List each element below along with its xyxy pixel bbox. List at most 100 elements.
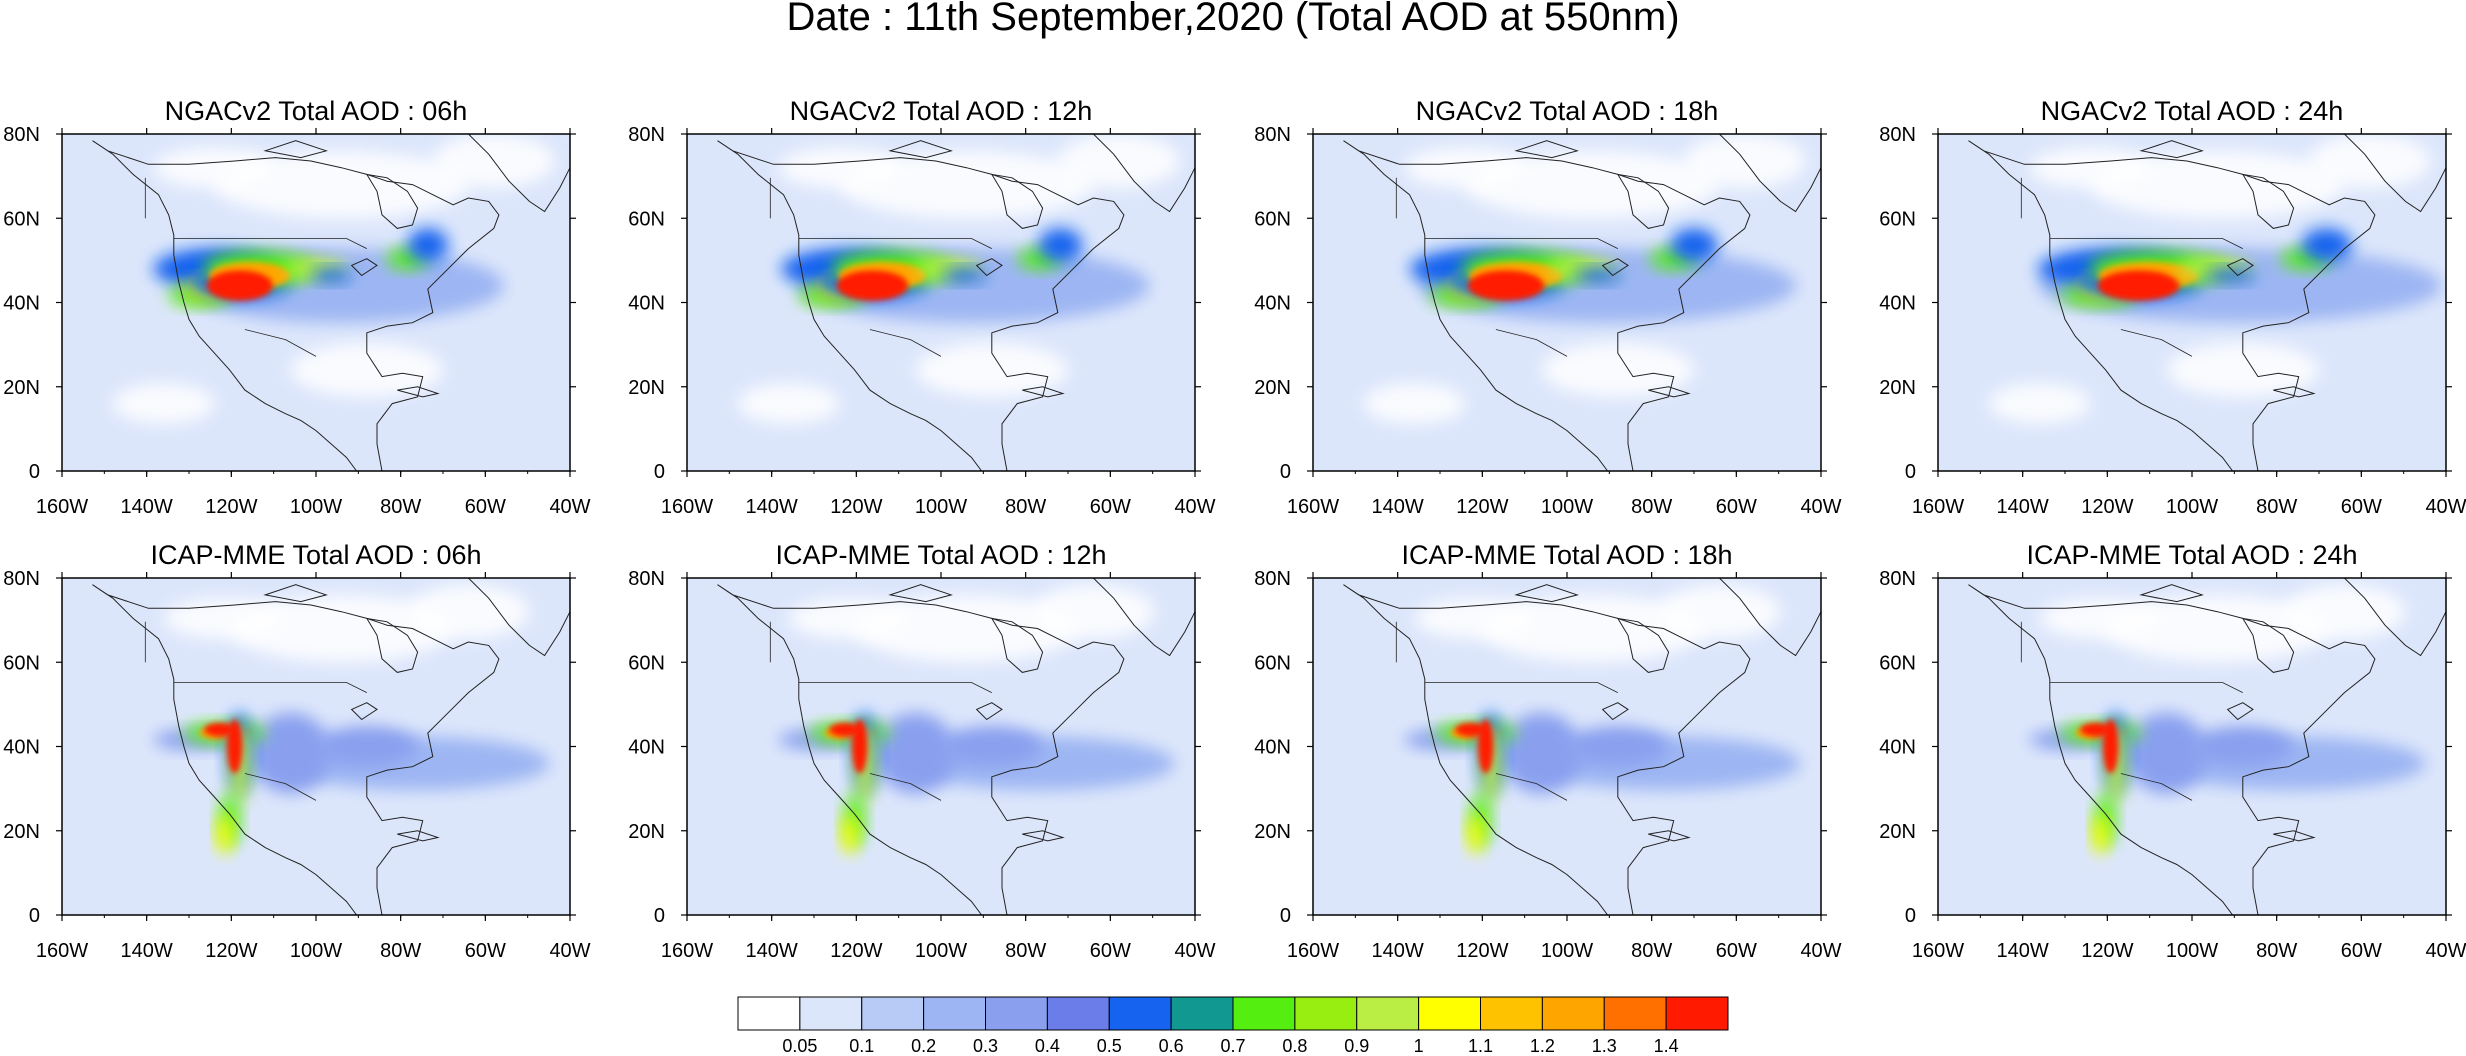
aod-plume — [829, 722, 860, 737]
coastline — [990, 617, 1044, 673]
lat-label: 80N — [3, 124, 40, 146]
low-aod-patch — [229, 594, 454, 663]
coastline — [2226, 258, 2254, 277]
lon-label: 40W — [1174, 496, 1215, 518]
low-aod-patch — [112, 383, 215, 424]
lat-label: 20N — [3, 821, 40, 843]
aod-plume — [249, 712, 332, 794]
aod-plume — [841, 813, 858, 855]
aod-plume — [206, 270, 273, 301]
low-aod-patch — [153, 147, 276, 188]
aod-plume — [1467, 270, 1545, 301]
lat-label: 40N — [1879, 293, 1916, 315]
lat-label: 60N — [3, 208, 40, 230]
coastlines — [717, 134, 1195, 471]
aod-field — [737, 134, 1180, 424]
colorbar-label: 0.1 — [849, 1036, 874, 1056]
colorbar-swatch — [1541, 996, 1605, 1031]
country-border — [1495, 773, 1568, 801]
aod-plume — [2092, 813, 2109, 855]
coastline — [888, 584, 953, 603]
lon-label: 160W — [1287, 496, 1339, 518]
colorbar-label: 0.2 — [911, 1036, 936, 1056]
lat-label: 60N — [1879, 652, 1916, 674]
aod-plume — [1567, 726, 1669, 767]
coastline — [467, 578, 570, 657]
lon-label: 160W — [661, 496, 713, 518]
aod-plume — [2080, 722, 2111, 737]
coastline — [1601, 258, 1629, 277]
lat-label: 20N — [1879, 377, 1916, 399]
coastline — [1718, 578, 1821, 657]
lon-label: 80W — [1005, 940, 1046, 962]
coastline — [1601, 702, 1629, 721]
colorbar-swatch — [1232, 996, 1296, 1031]
aod-plume — [216, 813, 233, 855]
aod-plume — [874, 712, 957, 794]
colorbar-swatch — [1108, 996, 1172, 1031]
low-aod-patch — [407, 584, 530, 639]
lat-label: 40N — [3, 293, 40, 315]
aod-field — [153, 584, 550, 855]
coastlines — [1343, 134, 1821, 471]
panel-title: ICAP-MME Total AOD : 18h — [1401, 540, 1732, 570]
lon-label: 140W — [1997, 496, 2049, 518]
low-aod-patch — [2090, 150, 2345, 219]
lat-label: 60N — [3, 652, 40, 674]
colorbar-label: 0.6 — [1159, 1036, 1184, 1056]
panel-title: NGACv2 Total AOD : 18h — [1416, 96, 1719, 126]
low-aod-patch — [788, 598, 911, 639]
lat-label: 0 — [29, 905, 40, 927]
panel-title: ICAP-MME Total AOD : 06h — [150, 540, 481, 570]
coastline — [1718, 134, 1821, 213]
country-border — [798, 682, 992, 693]
panel-title: NGACv2 Total AOD : 24h — [2041, 96, 2344, 126]
lon-label: 120W — [830, 940, 882, 962]
lat-label: 80N — [3, 568, 40, 590]
colorbar-label: 1.3 — [1592, 1036, 1617, 1056]
low-aod-patch — [1363, 383, 1466, 424]
lat-label: 20N — [1879, 821, 1916, 843]
lat-label: 0 — [654, 461, 665, 483]
lon-label: 60W — [1716, 940, 1757, 962]
aod-plume — [941, 726, 1043, 767]
lon-label: 120W — [205, 496, 257, 518]
colorbar-swatch — [737, 996, 801, 1031]
lon-label: 120W — [1456, 940, 1508, 962]
map-panel: ICAP-MME Total AOD : 12h 160W 140W 120W 100W… — [628, 540, 1215, 962]
coastlines — [1968, 134, 2446, 471]
coastlines — [92, 134, 570, 471]
lat-label: 0 — [654, 905, 665, 927]
aod-plume — [1500, 712, 1583, 794]
low-aod-patch — [1465, 150, 1720, 219]
coastline — [1968, 584, 2376, 915]
aod-plume — [316, 726, 418, 767]
lat-label: 80N — [1879, 124, 1916, 146]
coastline — [1616, 173, 1670, 229]
coastline — [92, 584, 500, 915]
coastline — [263, 584, 328, 603]
lat-label: 60N — [1879, 208, 1916, 230]
coastline — [717, 584, 1125, 915]
low-aod-patch — [2105, 594, 2330, 663]
colorbar-label: 0.8 — [1282, 1036, 1307, 1056]
lat-label: 60N — [1254, 652, 1291, 674]
lon-label: 40W — [1800, 940, 1841, 962]
country-border — [244, 773, 317, 801]
low-aod-patch — [1658, 584, 1781, 639]
panel-grid: NGACv2 Total AOD : 06h 160W 140W 120W 100W 80… — [3, 96, 2466, 962]
aod-colorbar: 0.05 0.1 0.2 0.3 0.4 0.5 0.6 0.7 0.8 0.9 1 1.1 1.2 1.… — [737, 996, 1729, 1056]
lat-label: 20N — [1254, 377, 1291, 399]
aod-plume — [1455, 722, 1486, 737]
aod-plume — [2204, 268, 2256, 283]
low-aod-patch — [2029, 147, 2152, 188]
lat-label: 40N — [628, 737, 665, 759]
lon-label: 140W — [121, 496, 173, 518]
aod-plume — [310, 268, 352, 283]
coastlines — [92, 578, 570, 915]
lon-label: 160W — [1912, 940, 1964, 962]
low-aod-patch — [214, 150, 469, 219]
lon-label: 60W — [2341, 940, 2382, 962]
coastline — [350, 702, 378, 721]
colorbar-label: 1.4 — [1654, 1036, 1679, 1056]
